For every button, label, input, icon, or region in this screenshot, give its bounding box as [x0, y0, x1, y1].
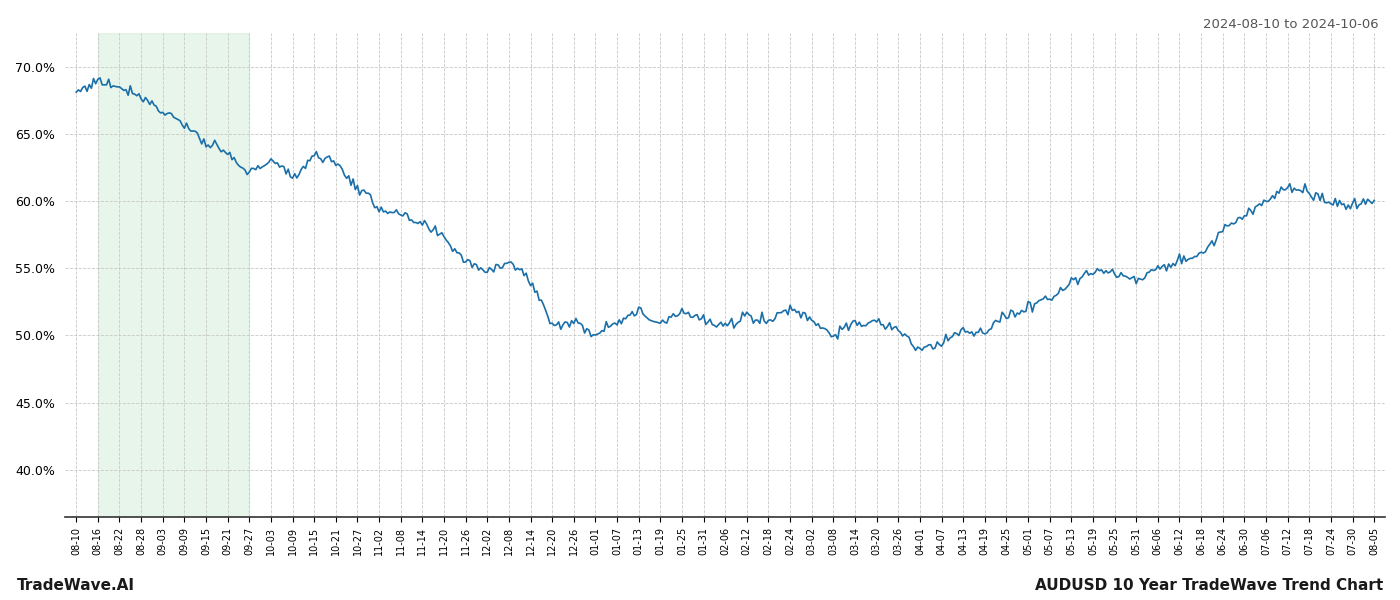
Text: AUDUSD 10 Year TradeWave Trend Chart: AUDUSD 10 Year TradeWave Trend Chart — [1035, 578, 1383, 593]
Text: 2024-08-10 to 2024-10-06: 2024-08-10 to 2024-10-06 — [1204, 18, 1379, 31]
Bar — [98, 33, 249, 517]
Text: TradeWave.AI: TradeWave.AI — [17, 578, 134, 593]
